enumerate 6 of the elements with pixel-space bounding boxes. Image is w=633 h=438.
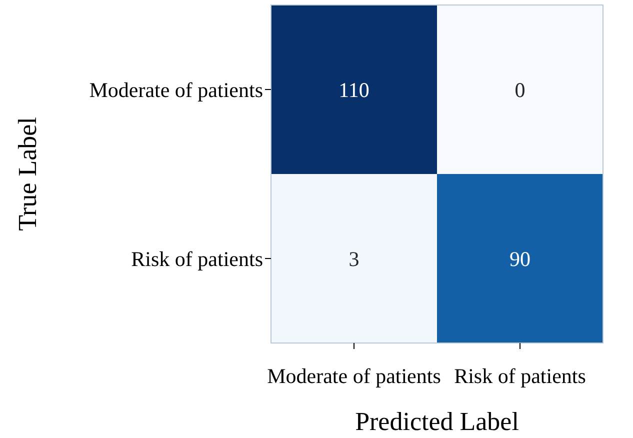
y-axis-title: True Label: [13, 117, 42, 231]
data-label: 0: [514, 78, 526, 102]
x-axis-title: Predicted Label: [355, 407, 519, 436]
data-label: 110: [338, 78, 370, 102]
data-label: 90: [510, 246, 530, 271]
data-label: 3: [348, 246, 360, 271]
